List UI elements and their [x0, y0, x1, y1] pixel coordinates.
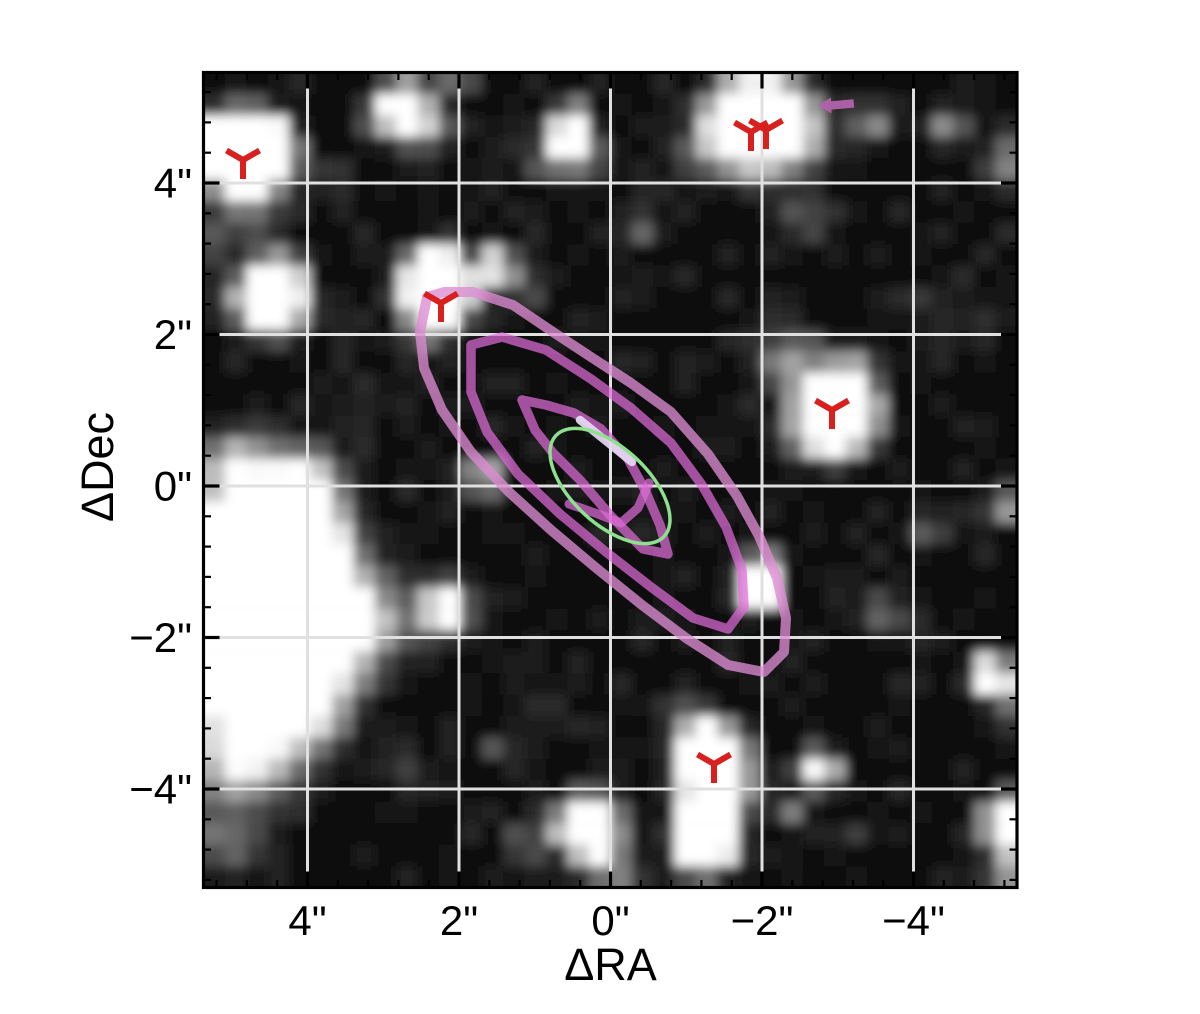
- svg-text:−2": −2": [129, 614, 192, 661]
- svg-text:ΔDec: ΔDec: [72, 412, 123, 522]
- svg-text:0": 0": [591, 897, 629, 944]
- svg-text:4": 4": [288, 897, 326, 944]
- svg-text:2": 2": [440, 897, 478, 944]
- svg-text:−2": −2": [731, 897, 794, 944]
- svg-text:−4": −4": [882, 897, 945, 944]
- svg-text:2": 2": [154, 311, 192, 358]
- svg-text:ΔRA: ΔRA: [564, 939, 657, 990]
- svg-text:0": 0": [154, 463, 192, 510]
- svg-text:4": 4": [154, 160, 192, 207]
- svg-text:−4": −4": [129, 766, 192, 813]
